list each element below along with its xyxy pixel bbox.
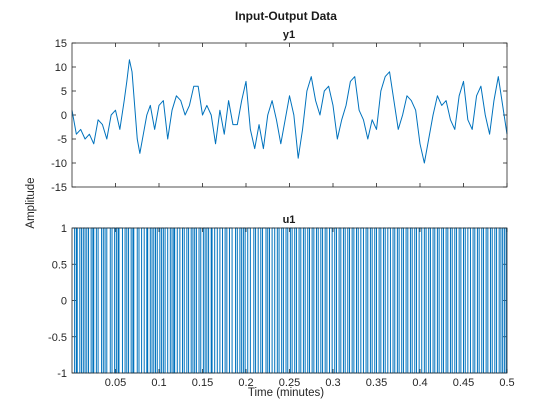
x-tick-label: 0.4 (412, 377, 427, 389)
x-tick-label: 0.25 (279, 377, 300, 389)
x-tick-label: 0.2 (238, 377, 253, 389)
y-tick-label: -15 (51, 182, 67, 194)
axes-u1: u1 -1 -0.5 0 0.5 1 0.05 0.1 0.15 0.2 0.25 0.3 0.35 0… (48, 214, 515, 389)
axes-u1-ticks: -1 -0.5 0 0.5 1 0.05 0.1 0.15 0.2 0.25 0.3 0.35 0.4 0… (48, 223, 515, 389)
axes-y1-frame (71, 42, 508, 188)
axes-u1-title: u1 (283, 214, 296, 226)
y-tick-label: 5 (61, 86, 67, 98)
axes-y1: y1 -15 -10 -5 0 5 10 15 (51, 29, 508, 194)
axes-y1-title: y1 (283, 29, 295, 41)
x-axis-label: Time (minutes) (248, 387, 324, 399)
x-tick-label: 0.3 (325, 377, 340, 389)
y-tick-label: 1 (61, 223, 67, 235)
y-tick-label: 0 (61, 296, 67, 308)
y-tick-label: 10 (55, 62, 67, 74)
x-tick-label: 0.45 (453, 377, 474, 389)
y-tick-label: 0 (61, 110, 67, 122)
axes-u1-frame (71, 227, 508, 374)
y-tick-label: -5 (57, 134, 67, 146)
x-tick-label: 0.15 (192, 377, 213, 389)
y-tick-label: -0.5 (48, 332, 67, 344)
y-axis-label: Amplitude (25, 177, 37, 228)
y-tick-label: -1 (57, 368, 67, 380)
x-tick-label: 0.35 (366, 377, 387, 389)
x-tick-label: 0.5 (499, 377, 514, 389)
y-tick-label: 0.5 (52, 259, 67, 271)
x-tick-label: 0.1 (151, 377, 166, 389)
figure-title: Input-Output Data (235, 9, 337, 23)
y-tick-label: -10 (51, 158, 67, 170)
x-tick-label: 0.05 (105, 377, 126, 389)
y1-series-line (71, 59, 508, 164)
y-tick-label: 15 (55, 38, 67, 50)
